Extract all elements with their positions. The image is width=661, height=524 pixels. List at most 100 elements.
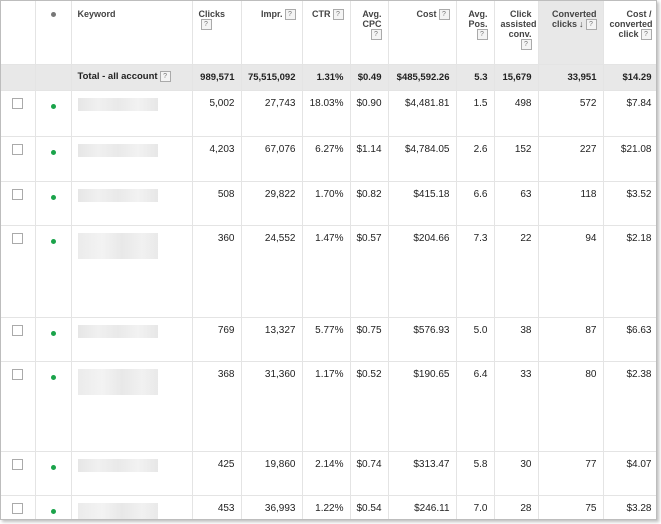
cell-cost_per: $6.63: [603, 317, 656, 362]
row-checkbox[interactable]: [12, 458, 24, 470]
cell-cost_per: $3.52: [603, 181, 656, 226]
help-icon[interactable]: ?: [585, 19, 597, 31]
cell-assisted: 30: [494, 451, 539, 496]
help-icon[interactable]: ?: [640, 29, 652, 41]
cell-cost_per: $2.38: [603, 361, 656, 452]
total-ctr: 1.31%: [302, 64, 351, 91]
cell-impr: 13,327: [241, 317, 303, 362]
status-enabled-dot-icon[interactable]: [50, 149, 56, 155]
help-icon[interactable]: ?: [159, 71, 171, 83]
cell-ctr: 2.14%: [302, 451, 351, 496]
redacted-keyword[interactable]: [77, 502, 158, 519]
table-row[interactable]: 508 29,822 1.70% $0.82 $415.18 6.6 63 118 $3.52: [1, 181, 656, 226]
cell-clicks: 4,203: [192, 136, 242, 182]
status-enabled-dot-icon[interactable]: [50, 508, 56, 514]
column-header-impr[interactable]: Impr.?: [241, 1, 303, 65]
cell-clicks: 453: [192, 495, 242, 519]
table-row[interactable]: 368 31,360 1.17% $0.52 $190.65 6.4 33 80 $2.38: [1, 361, 656, 452]
cell-assisted: 33: [494, 361, 539, 452]
column-header-keyword[interactable]: Keyword: [71, 1, 193, 65]
cell-converted: 87: [538, 317, 604, 362]
cell-converted: 572: [538, 90, 604, 137]
table-row[interactable]: 769 13,327 5.77% $0.75 $576.93 5.0 38 87 $6.63: [1, 317, 656, 362]
status-enabled-dot-icon[interactable]: [50, 238, 56, 244]
row-checkbox[interactable]: [12, 188, 24, 200]
column-header-avg-cpc[interactable]: Avg. CPC?: [350, 1, 389, 65]
cell-ctr: 1.22%: [302, 495, 351, 519]
table-row[interactable]: 453 36,993 1.22% $0.54 $246.11 7.0 28 75 $3.28: [1, 495, 656, 519]
row-checkbox[interactable]: [12, 232, 24, 244]
cell-cpc: $0.90: [350, 90, 389, 137]
help-icon[interactable]: ?: [332, 9, 344, 21]
row-checkbox[interactable]: [12, 324, 24, 336]
status-enabled-dot-icon[interactable]: [50, 374, 56, 380]
help-icon[interactable]: ?: [370, 29, 382, 41]
table-row[interactable]: 4,203 67,076 6.27% $1.14 $4,784.05 2.6 152 227 $…: [1, 136, 656, 182]
cell-cpc: $0.75: [350, 317, 389, 362]
table-row[interactable]: 425 19,860 2.14% $0.74 $313.47 5.8 30 77 $4.07: [1, 451, 656, 496]
redacted-keyword[interactable]: [77, 188, 158, 202]
cell-cost: $4,784.05: [388, 136, 457, 182]
table-row[interactable]: 5,002 27,743 18.03% $0.90 $4,481.81 1.5 498 572…: [1, 90, 656, 137]
cell-cost: $313.47: [388, 451, 457, 496]
help-icon[interactable]: ?: [476, 29, 488, 41]
row-checkbox[interactable]: [12, 502, 24, 514]
cell-cost: $4,481.81: [388, 90, 457, 137]
redacted-keyword[interactable]: [77, 232, 158, 259]
row-checkbox[interactable]: [12, 368, 24, 380]
cell-clicks: 508: [192, 181, 242, 226]
column-header-cost-per-converted-click[interactable]: Cost / converted click?: [603, 1, 656, 65]
row-checkbox[interactable]: [12, 97, 24, 109]
cell-cpc: $0.54: [350, 495, 389, 519]
cell-impr: 31,360: [241, 361, 303, 452]
cell-impr: 19,860: [241, 451, 303, 496]
cell-converted: 77: [538, 451, 604, 496]
keyword-cell: [71, 136, 193, 182]
total-cost-per-converted-click: $14.29: [603, 64, 656, 91]
cell-cost: $190.65: [388, 361, 457, 452]
cell-pos: 7.0: [456, 495, 495, 519]
redacted-keyword[interactable]: [77, 458, 158, 472]
column-header-cost[interactable]: Cost?: [388, 1, 457, 65]
cell-assisted: 38: [494, 317, 539, 362]
column-header-ctr[interactable]: CTR?: [302, 1, 351, 65]
cell-ctr: 1.47%: [302, 225, 351, 318]
help-icon[interactable]: ?: [284, 9, 296, 21]
cell-cost_per: $7.84: [603, 90, 656, 137]
column-header-avg-pos[interactable]: Avg. Pos.?: [456, 1, 495, 65]
cell-ctr: 5.77%: [302, 317, 351, 362]
cell-pos: 2.6: [456, 136, 495, 182]
cell-cost_per: $21.08: [603, 136, 656, 182]
cell-cost: $246.11: [388, 495, 457, 519]
cell-cpc: $0.57: [350, 225, 389, 318]
redacted-keyword[interactable]: [77, 324, 158, 338]
status-enabled-dot-icon[interactable]: [50, 103, 56, 109]
row-checkbox[interactable]: [12, 143, 24, 155]
redacted-keyword[interactable]: [77, 143, 158, 157]
cell-cpc: $0.74: [350, 451, 389, 496]
column-header-clicks[interactable]: Clicks?: [192, 1, 242, 65]
cell-converted: 118: [538, 181, 604, 226]
column-header-click-assisted-conv[interactable]: Click assisted conv.?: [494, 1, 539, 65]
cell-pos: 1.5: [456, 90, 495, 137]
help-icon[interactable]: ?: [520, 39, 532, 51]
keyword-cell: [71, 181, 193, 226]
keyword-cell: [71, 495, 193, 519]
cell-cost_per: $2.18: [603, 225, 656, 318]
cell-ctr: 1.70%: [302, 181, 351, 226]
status-header[interactable]: [35, 1, 72, 65]
redacted-keyword[interactable]: [77, 368, 158, 395]
redacted-keyword[interactable]: [77, 97, 158, 111]
column-header-converted-clicks[interactable]: Converted clicks ↓?: [538, 1, 604, 65]
help-icon[interactable]: ?: [200, 19, 212, 31]
help-icon[interactable]: ?: [438, 9, 450, 21]
table-row[interactable]: 360 24,552 1.47% $0.57 $204.66 7.3 22 94 $2.18: [1, 225, 656, 318]
cell-cost_per: $4.07: [603, 451, 656, 496]
cell-converted: 80: [538, 361, 604, 452]
status-enabled-dot-icon[interactable]: [50, 194, 56, 200]
cell-assisted: 152: [494, 136, 539, 182]
status-enabled-dot-icon[interactable]: [50, 330, 56, 336]
cell-clicks: 5,002: [192, 90, 242, 137]
status-enabled-dot-icon[interactable]: [50, 464, 56, 470]
total-impr: 75,515,092: [241, 64, 303, 91]
